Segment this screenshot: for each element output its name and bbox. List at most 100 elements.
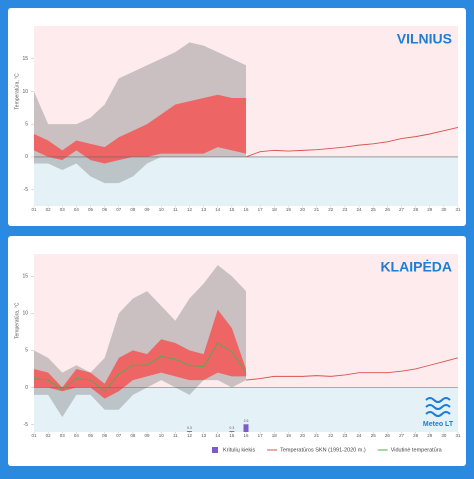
x-tick-label: 11 <box>173 207 178 212</box>
x-tick-label: 24 <box>357 433 363 438</box>
x-tick-label: 29 <box>427 207 433 212</box>
y-axis-label: Temperatūra, °C <box>14 302 20 339</box>
x-tick-label: 03 <box>60 207 66 212</box>
x-tick-label: 28 <box>413 207 419 212</box>
x-tick-label: 07 <box>116 433 122 438</box>
x-tick-label: 02 <box>46 207 52 212</box>
x-tick-label: 19 <box>286 207 292 212</box>
x-tick-label: 25 <box>371 433 377 438</box>
legend-label: Temperatūros SKN (1991-2020 m.) <box>280 447 366 453</box>
y-tick-label: -5 <box>24 422 29 428</box>
logo-text: Meteo LT <box>423 421 454 428</box>
precip-label: 0.3 <box>229 426 234 430</box>
range-band <box>34 94 246 164</box>
y-tick-label: 0 <box>25 154 28 160</box>
y-tick-label: 10 <box>22 89 28 95</box>
x-tick-label: 16 <box>243 433 249 438</box>
range-band <box>34 309 246 399</box>
x-tick-label: 22 <box>328 433 334 438</box>
x-tick-label: 05 <box>88 207 94 212</box>
x-tick-label: 13 <box>201 207 207 212</box>
logo-wave <box>425 411 451 417</box>
y-tick-label: 15 <box>22 274 28 280</box>
x-tick-label: 01 <box>31 207 37 212</box>
x-tick-label: 04 <box>74 207 80 212</box>
y-tick-label: 5 <box>25 348 28 354</box>
y-tick-label: -5 <box>24 187 29 193</box>
legend-swatch <box>212 447 218 453</box>
legend-label: Vidutinė temperatūra <box>391 447 443 453</box>
x-tick-label: 25 <box>371 207 377 212</box>
x-tick-label: 31 <box>455 433 461 438</box>
x-tick-label: 22 <box>328 207 334 212</box>
x-tick-label: 06 <box>102 207 108 212</box>
x-tick-label: 20 <box>300 433 306 438</box>
x-tick-label: 23 <box>342 433 348 438</box>
x-tick-label: 14 <box>215 207 221 212</box>
x-tick-label: 30 <box>441 433 447 438</box>
x-tick-label: 02 <box>46 433 52 438</box>
series-line <box>245 127 459 158</box>
x-tick-label: 19 <box>286 433 292 438</box>
x-tick-label: 04 <box>74 433 80 438</box>
y-tick-label: 0 <box>25 385 28 391</box>
precip-bar <box>186 431 192 432</box>
x-tick-label: 20 <box>300 207 306 212</box>
x-tick-label: 31 <box>455 207 461 212</box>
logo-wave <box>425 404 451 410</box>
x-tick-label: 13 <box>201 433 207 438</box>
y-axis-label: Temperatūra, °C <box>14 73 20 110</box>
precip-label: 2.6 <box>244 419 249 423</box>
y-tick-label: 5 <box>25 122 28 128</box>
x-tick-label: 18 <box>272 207 278 212</box>
series-line <box>33 342 247 392</box>
x-tick-label: 17 <box>258 433 264 438</box>
chart-title: KLAIPĖDA <box>380 259 452 275</box>
x-tick-label: 12 <box>187 433 193 438</box>
x-tick-label: 12 <box>187 207 193 212</box>
plot-bg-above <box>34 254 458 388</box>
x-tick-label: 26 <box>385 207 391 212</box>
x-tick-label: 14 <box>215 433 221 438</box>
x-tick-label: 10 <box>159 433 165 438</box>
x-tick-label: 21 <box>314 433 320 438</box>
x-tick-label: 11 <box>173 433 178 438</box>
x-tick-label: 08 <box>130 433 136 438</box>
x-tick-label: 23 <box>342 207 348 212</box>
x-tick-label: 05 <box>88 433 94 438</box>
precip-label: 0.3 <box>187 426 192 430</box>
legend-label: Kritulių kiekis <box>223 447 255 453</box>
y-tick-label: 15 <box>22 56 28 62</box>
x-tick-label: 03 <box>60 433 66 438</box>
x-tick-label: 27 <box>399 433 405 438</box>
x-tick-label: 08 <box>130 207 136 212</box>
plot-bg-below <box>34 156 458 206</box>
x-tick-label: 17 <box>258 207 264 212</box>
chart-title: VILNIUS <box>397 31 452 47</box>
x-tick-label: 24 <box>357 207 363 212</box>
x-tick-label: 07 <box>116 207 122 212</box>
x-tick-label: 27 <box>399 207 405 212</box>
precip-bar <box>229 431 235 432</box>
x-tick-label: 09 <box>145 433 151 438</box>
x-tick-label: 01 <box>31 433 37 438</box>
x-tick-label: 15 <box>229 207 235 212</box>
y-tick-label: 10 <box>22 311 28 317</box>
x-tick-label: 30 <box>441 207 447 212</box>
x-tick-label: 06 <box>102 433 108 438</box>
x-tick-label: 18 <box>272 433 278 438</box>
precip-bar <box>243 424 249 432</box>
x-tick-label: 09 <box>145 207 151 212</box>
series-line <box>245 357 459 381</box>
x-tick-label: 16 <box>243 207 249 212</box>
x-tick-label: 29 <box>427 433 433 438</box>
x-tick-label: 21 <box>314 207 320 212</box>
logo-wave <box>425 397 451 403</box>
logo: Meteo LT <box>423 397 454 428</box>
x-tick-label: 15 <box>229 433 235 438</box>
x-tick-label: 26 <box>385 433 391 438</box>
x-tick-label: 28 <box>413 433 419 438</box>
